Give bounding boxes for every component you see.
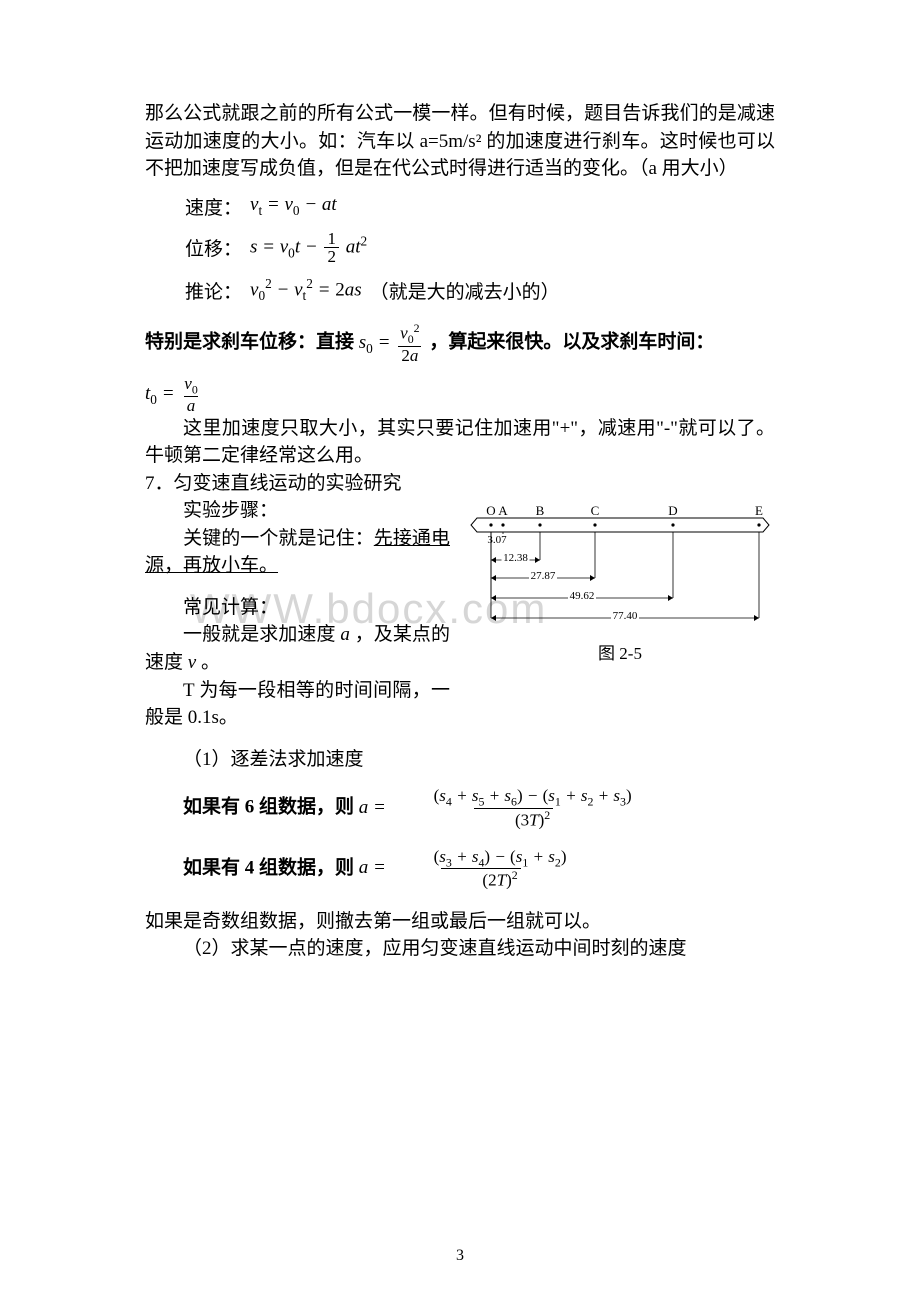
inference-note: （就是大的减去小的） [370,277,560,304]
m1-4-formula: a = (s3 + s4) − (s1 + s2) (2T)2 [359,857,572,878]
displacement-formula-row: 位移： s = v0t − 12 at2 [185,230,775,267]
section-7-heading: 7．匀变速直线运动的实验研究 [145,470,775,498]
page-number: 3 [0,1247,920,1265]
inference-label: 推论： [185,277,242,304]
method-1-4data: 如果有 4 组数据，则 a = (s3 + s4) − (s1 + s2) (2… [145,848,775,890]
velocity-formula: vt = v0 − at [250,194,337,219]
svg-text:3.07: 3.07 [487,534,507,546]
intro-paragraph: 那么公式就跟之前的所有公式一模一样。但有时候，题目告诉我们的是减速运动加速度的大… [145,100,775,183]
brake-time-row: t0 = v0a [145,375,775,415]
m1-6-prefix: 如果有 6 组数据，则 [183,797,359,818]
svg-text:49.62: 49.62 [570,590,595,602]
svg-text:27.87: 27.87 [531,570,556,582]
figure-caption: 图 2-5 [465,639,775,664]
sign-note: 这里加速度只取大小，其实只要记住加速用"+"，减速用"-"就可以了。牛顿第二定律… [145,415,775,470]
brake-suffix: ，算起来很快。以及求刹车时间： [429,332,714,353]
brake-time-formula: t0 = v0a [145,383,203,404]
brake-distance-formula: s0 = v022a [359,332,430,353]
svg-text:C: C [591,503,600,518]
exp-steps-label: 实验步骤： [145,497,450,525]
displacement-formula: s = v0t − 12 at2 [250,230,367,267]
brake-prefix: 特别是求刹车位移：直接 [145,332,359,353]
svg-text:B: B [536,503,545,518]
inference-formula-row: 推论： v02 − vt2 = 2as （就是大的减去小的） [185,276,775,304]
velocity-formula-row: 速度： vt = v0 − at [185,193,775,220]
svg-text:77.40: 77.40 [613,610,638,622]
m1-4-prefix: 如果有 4 组数据，则 [183,857,359,878]
method-1-head: （1）逐差法求加速度 [145,746,775,774]
svg-text:D: D [668,503,677,518]
figure-2-5: OA B C D E 3.07 12.3827.87 49.62 77.40 图 2-5 [465,502,775,664]
calc-head: 常见计算： [145,594,450,622]
method-2-head: （2）求某一点的速度，应用匀变速直线运动中间时刻的速度 [145,935,775,963]
velocity-label: 速度： [185,193,242,220]
svg-text:12.38: 12.38 [503,552,528,564]
svg-text:E: E [755,503,763,518]
method-1-odd: 如果是奇数组数据，则撤去第一组或最后一组就可以。 [145,908,775,936]
displacement-label: 位移： [185,234,242,261]
t-desc: T 为每一段相等的时间间隔，一般是 0.1s。 [145,677,450,732]
calc-desc: 一般就是求加速度 a ，及某点的速度 v 。 [145,621,450,676]
exp-key-line: 关键的一个就是记住：先接通电源，再放小车。 [145,525,450,580]
svg-text:A: A [498,503,508,518]
m1-6-formula: a = (s4 + s5 + s6) − (s1 + s2 + s3) (3T)… [359,797,637,818]
method-1-6data: 如果有 6 组数据，则 a = (s4 + s5 + s6) − (s1 + s… [145,787,775,829]
inference-formula: v02 − vt2 = 2as [250,276,362,304]
svg-text:O: O [486,503,495,518]
tape-diagram: OA B C D E 3.07 12.3827.87 49.62 77.40 [465,502,775,632]
brake-paragraph: 特别是求刹车位移：直接 s0 = v022a ，算起来很快。以及求刹车时间： [145,322,775,364]
exp-key-prefix: 关键的一个就是记住： [183,528,374,549]
